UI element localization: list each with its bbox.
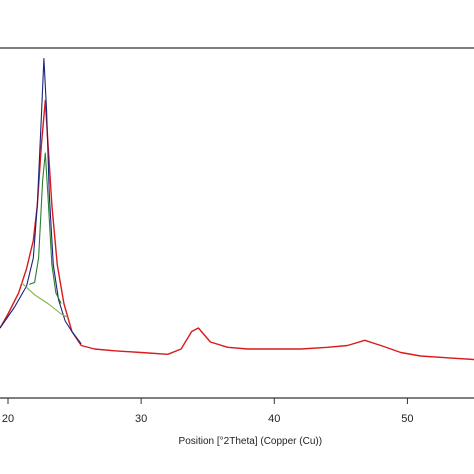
x-axis-title: Position [°2Theta] (Copper (Cu)) xyxy=(179,436,323,447)
x-tick-label: 40 xyxy=(268,413,280,425)
x-tick-label: 30 xyxy=(135,413,147,425)
x-tick-label: 50 xyxy=(401,413,413,425)
series-line-4 xyxy=(20,282,69,318)
x-tick-label: 20 xyxy=(2,413,14,425)
series-line-1 xyxy=(0,99,474,361)
series-line-3 xyxy=(29,152,62,304)
series-line-2 xyxy=(0,57,82,345)
